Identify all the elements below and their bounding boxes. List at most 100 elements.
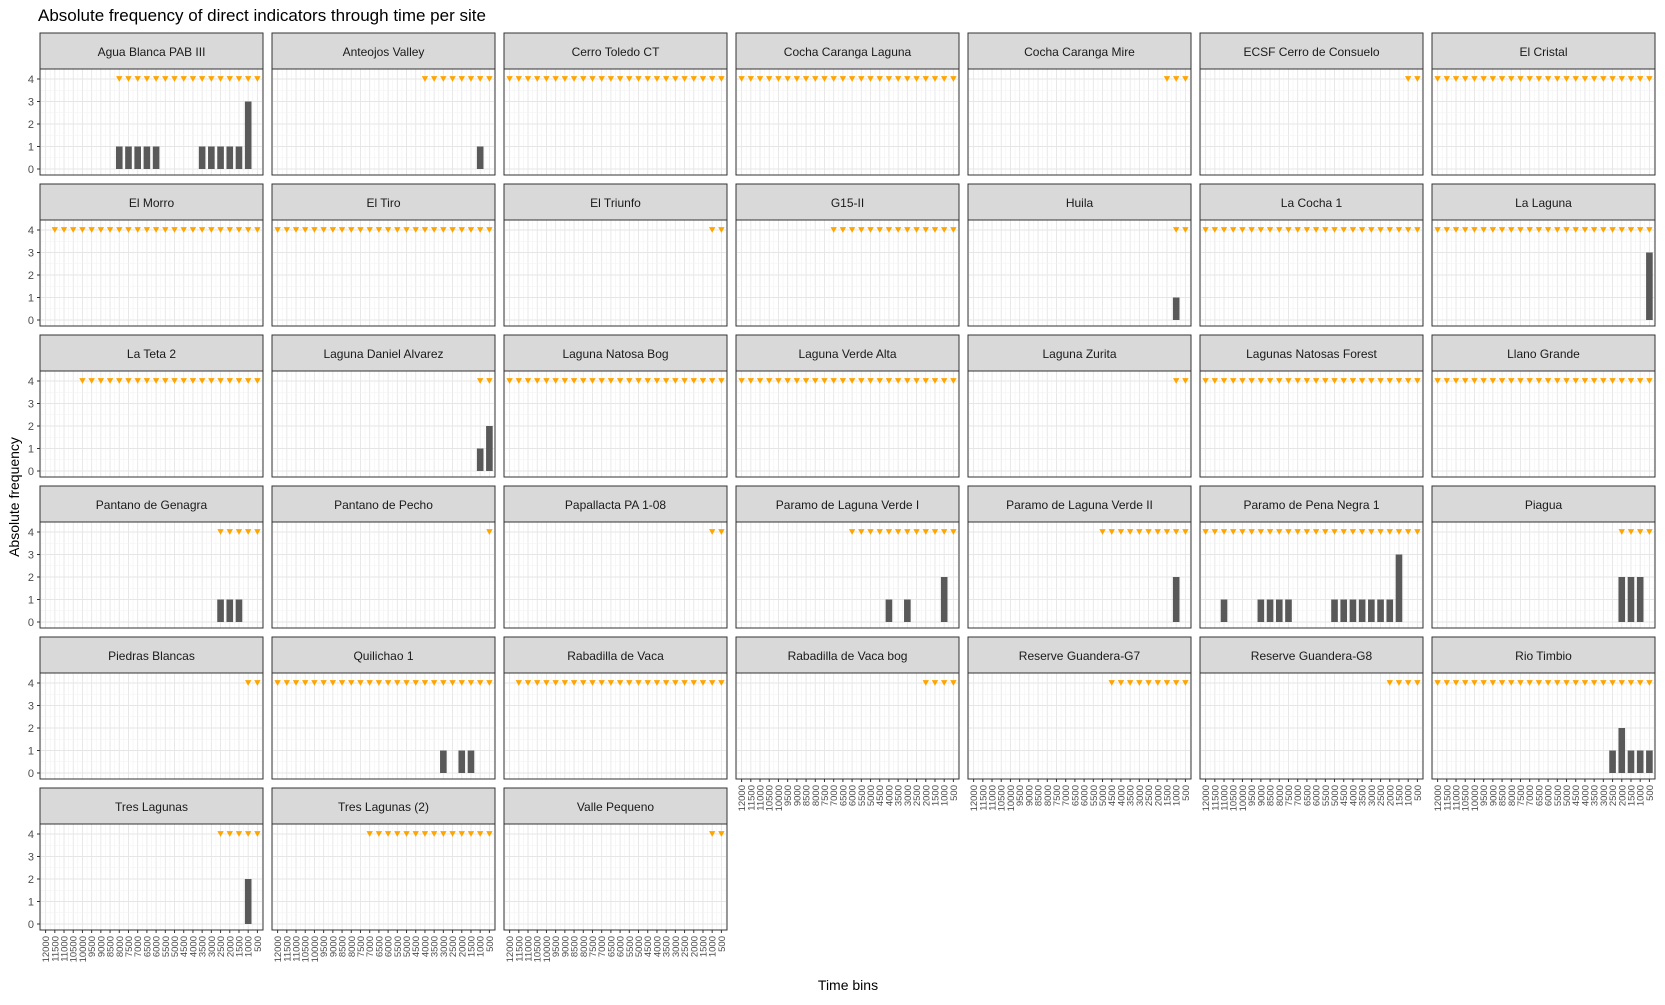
facet-title: Laguna Zurita [1042, 347, 1116, 361]
marker-triangle [1163, 680, 1171, 686]
marker-triangle [486, 378, 493, 384]
facet-panel: Llano Grande [1431, 334, 1656, 478]
marker-triangle [894, 529, 902, 535]
marker-triangle [1618, 680, 1625, 686]
marker-triangle [708, 378, 716, 384]
marker-triangle [421, 227, 429, 233]
x-tick-label: 3500 [894, 785, 905, 806]
marker-triangle [1471, 76, 1478, 82]
marker-triangle [217, 227, 224, 233]
marker-triangle [283, 680, 291, 686]
x-tick-label: 3000 [671, 936, 682, 957]
marker-triangle [1480, 378, 1487, 384]
x-tick-label: 6000 [152, 936, 163, 957]
x-tick-label: 8500 [1266, 785, 1277, 806]
marker-triangle [486, 76, 493, 82]
facet-panel: La Teta 2 0 1 2 3 4 [28, 334, 264, 478]
bar [476, 448, 484, 471]
marker-triangle [430, 831, 438, 837]
marker-triangle [580, 378, 587, 384]
marker-triangle [1276, 529, 1283, 535]
marker-triangle [458, 831, 465, 837]
facet-title: Rabadilla de Vaca [567, 649, 664, 663]
facet-strip [39, 183, 264, 221]
marker-triangle [1462, 227, 1469, 233]
x-tick-label: 10500 [1461, 785, 1472, 811]
y-tick-label: 2 [28, 119, 34, 131]
x-tick-label: 2000 [921, 785, 932, 806]
marker-triangle [274, 227, 281, 233]
bar [1275, 599, 1283, 622]
facet-title: Laguna Daniel Alvarez [323, 347, 443, 361]
y-tick-label: 4 [28, 527, 34, 539]
facet-panel: Reserve Guandera-G7120001150011000105001… [967, 636, 1192, 811]
marker-triangle [543, 378, 550, 384]
y-axis-label: Absolute frequency [6, 437, 22, 557]
marker-triangle [931, 76, 939, 82]
marker-triangle [922, 227, 929, 233]
x-tick-label: 5500 [161, 936, 172, 957]
marker-triangle [1544, 76, 1552, 82]
marker-triangle [867, 529, 874, 535]
marker-triangle [235, 831, 243, 837]
marker-triangle [97, 378, 105, 384]
marker-triangle [1517, 680, 1524, 686]
marker-triangle [1414, 529, 1421, 535]
marker-triangle [1600, 680, 1607, 686]
marker-triangle [793, 378, 801, 384]
marker-triangle [1414, 227, 1421, 233]
marker-triangle [1443, 378, 1451, 384]
marker-triangle [690, 378, 697, 384]
marker-triangle [1600, 76, 1607, 82]
x-tick-label: 10000 [1006, 785, 1017, 811]
marker-triangle [394, 680, 401, 686]
x-tick-label: 7500 [356, 936, 367, 957]
marker-triangle [421, 831, 429, 837]
x-tick-label: 6500 [606, 936, 617, 957]
marker-triangle [894, 227, 902, 233]
panel-border [271, 672, 496, 780]
marker-triangle [858, 227, 865, 233]
marker-triangle [338, 227, 346, 233]
marker-triangle [235, 76, 243, 82]
marker-triangle [858, 76, 865, 82]
marker-triangle [950, 378, 957, 384]
marker-triangle [375, 831, 383, 837]
y-tick-label: 1 [28, 897, 34, 909]
marker-triangle [283, 227, 291, 233]
facet-strip [735, 334, 960, 372]
marker-triangle [1117, 680, 1125, 686]
marker-triangle [421, 76, 429, 82]
x-tick-label: 5500 [1089, 785, 1100, 806]
x-tick-label: 500 [1413, 785, 1424, 801]
facet-panel: Pantano de Genagra 0 1 2 3 4 [28, 485, 264, 629]
x-tick-label: 10000 [78, 936, 89, 962]
marker-triangle [1386, 378, 1393, 384]
facet-title: Cocha Caranga Mire [1024, 45, 1135, 59]
x-tick-label: 3500 [198, 936, 209, 957]
x-tick-label: 11000 [524, 936, 535, 962]
facet-title: Reserve Guandera-G7 [1019, 649, 1141, 663]
marker-triangle [384, 227, 392, 233]
marker-triangle [1508, 680, 1515, 686]
x-tick-label: 4000 [188, 936, 199, 957]
facet-title: Laguna Natosa Bog [562, 347, 668, 361]
x-tick-label: 500 [717, 936, 728, 952]
facet-panel: La Laguna [1431, 183, 1656, 327]
marker-triangle [747, 76, 755, 82]
marker-triangle [1563, 76, 1570, 82]
marker-triangle [1600, 378, 1607, 384]
x-tick-label: 1000 [476, 936, 487, 957]
marker-triangle [134, 76, 141, 82]
marker-triangle [1395, 680, 1403, 686]
marker-triangle [467, 227, 475, 233]
marker-triangle [1452, 378, 1460, 384]
marker-triangle [1498, 227, 1506, 233]
marker-triangle [1443, 227, 1451, 233]
x-tick-label: 8500 [106, 936, 117, 957]
marker-triangle [134, 378, 141, 384]
x-tick-label: 2500 [1144, 785, 1155, 806]
panel-border [271, 68, 496, 176]
x-tick-label: 1500 [1162, 785, 1173, 806]
marker-triangle [1471, 227, 1478, 233]
